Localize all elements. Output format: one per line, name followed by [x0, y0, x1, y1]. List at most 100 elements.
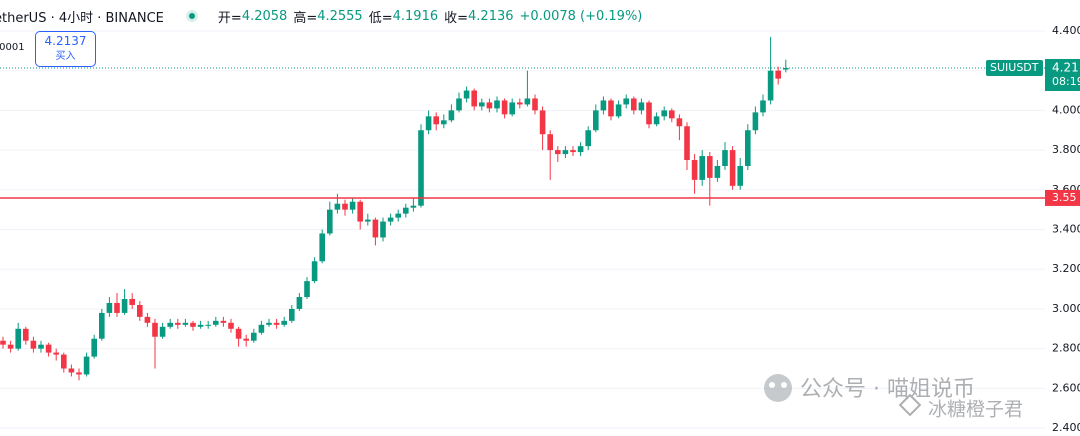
candle-body: [562, 150, 569, 155]
candle-body: [547, 134, 553, 151]
candle-body: [623, 98, 629, 105]
candle-body: [501, 100, 508, 115]
price-label-box: [1045, 58, 1080, 91]
change: +0.0078 (+0.19%): [519, 8, 643, 24]
candle-body: [38, 344, 44, 349]
candle-body: [365, 219, 371, 222]
symbol-title: etherUS · 4小时 · BINANCE: [0, 10, 164, 26]
candle-body: [235, 328, 242, 339]
candle-body: [83, 356, 90, 375]
candle-body: [714, 165, 721, 178]
candle-body: [699, 156, 705, 180]
candle-body: [182, 322, 189, 325]
candle-body: [76, 372, 82, 375]
watermark-icon: [764, 374, 792, 402]
candle-body: [395, 213, 401, 218]
candle-body: [7, 344, 14, 349]
candle-body: [600, 100, 607, 111]
ohlc-label: 开=: [217, 10, 242, 26]
candle-body: [608, 100, 614, 117]
candle-body: [144, 316, 151, 323]
y-tick-label: 2.800: [1052, 342, 1080, 355]
candle-body: [258, 324, 265, 333]
y-tick-label: 4.400: [1052, 24, 1080, 37]
candle-body: [61, 354, 67, 369]
candle-body: [357, 201, 363, 222]
ohlc-label: 高=: [293, 10, 318, 26]
candle-body: [106, 302, 113, 313]
candle-body: [471, 90, 477, 107]
candle-body: [684, 126, 690, 161]
candle-body: [745, 130, 751, 166]
ohlc-value: 4.2555: [317, 8, 363, 24]
candle-body: [631, 98, 637, 111]
candle-body: [463, 90, 470, 99]
candle-body: [213, 320, 219, 325]
candle-body: [387, 217, 394, 222]
watermark-author: 冰糖橙子君: [928, 399, 1023, 421]
candle-body: [418, 130, 424, 206]
candle-body: [266, 322, 272, 325]
candle-body: [441, 120, 447, 125]
candle-body: [433, 116, 439, 125]
candle-body: [152, 322, 158, 337]
candle-body: [304, 281, 310, 298]
buy-button[interactable]: 4.2137 买入: [35, 31, 96, 67]
candle-body: [479, 102, 485, 107]
candle-body: [319, 233, 325, 262]
candle-body: [349, 201, 356, 210]
y-tick-label: 4.000: [1052, 103, 1080, 116]
candle-body: [403, 207, 409, 214]
candle-body: [760, 100, 766, 113]
candle-body: [296, 297, 303, 309]
candle-body: [737, 165, 743, 186]
candle-body: [676, 118, 683, 127]
y-tick-label: 3.000: [1052, 302, 1080, 315]
candle-body: [425, 116, 432, 131]
candle-body: [0, 340, 6, 345]
candle-body: [220, 320, 227, 323]
symbol-label: SUIUSDT: [990, 61, 1039, 74]
candle-body: [159, 326, 166, 337]
candle-body: [175, 322, 181, 325]
candle-body: [251, 332, 257, 341]
candle-body: [509, 102, 515, 115]
candle-body: [577, 146, 584, 153]
candle-body: [228, 322, 234, 329]
candle-body: [517, 102, 523, 105]
candle-body: [372, 219, 379, 238]
candle-body: [342, 203, 348, 210]
buy-label: 买入: [55, 51, 76, 62]
candle-body: [456, 98, 462, 111]
candle-body: [410, 205, 417, 208]
candle-body: [669, 110, 675, 119]
candle-body: [137, 304, 143, 317]
status-dot: [185, 10, 198, 22]
candle-body: [68, 368, 75, 373]
time-label: 08:19: [1052, 75, 1080, 88]
hline-label: 3.55: [1052, 191, 1077, 204]
ohlc-value: 4.2136: [468, 8, 514, 24]
candle-body: [752, 112, 759, 131]
watermark-icon-dot: [769, 382, 775, 388]
y-tick-label: 3.400: [1052, 223, 1080, 236]
y-tick-label: 3.200: [1052, 262, 1080, 275]
candle-body: [691, 160, 698, 180]
candle-body: [722, 150, 728, 166]
candles: [0, 36, 789, 381]
watermark-logo: [898, 393, 922, 417]
candle-body: [532, 98, 538, 111]
candle-body: [167, 322, 173, 327]
watermark: 公众号 · 喵姐说币 冰糖橙子君: [764, 374, 1023, 421]
candle-body: [494, 100, 500, 109]
candle-body: [114, 302, 120, 313]
candle-body: [30, 340, 37, 349]
candle-body: [129, 299, 135, 305]
ohlc-label: 低=: [368, 10, 393, 26]
candle-body: [380, 221, 386, 238]
y-tick-label: 2.600: [1052, 381, 1080, 394]
candle-body: [767, 70, 774, 101]
candle-body: [524, 98, 531, 105]
